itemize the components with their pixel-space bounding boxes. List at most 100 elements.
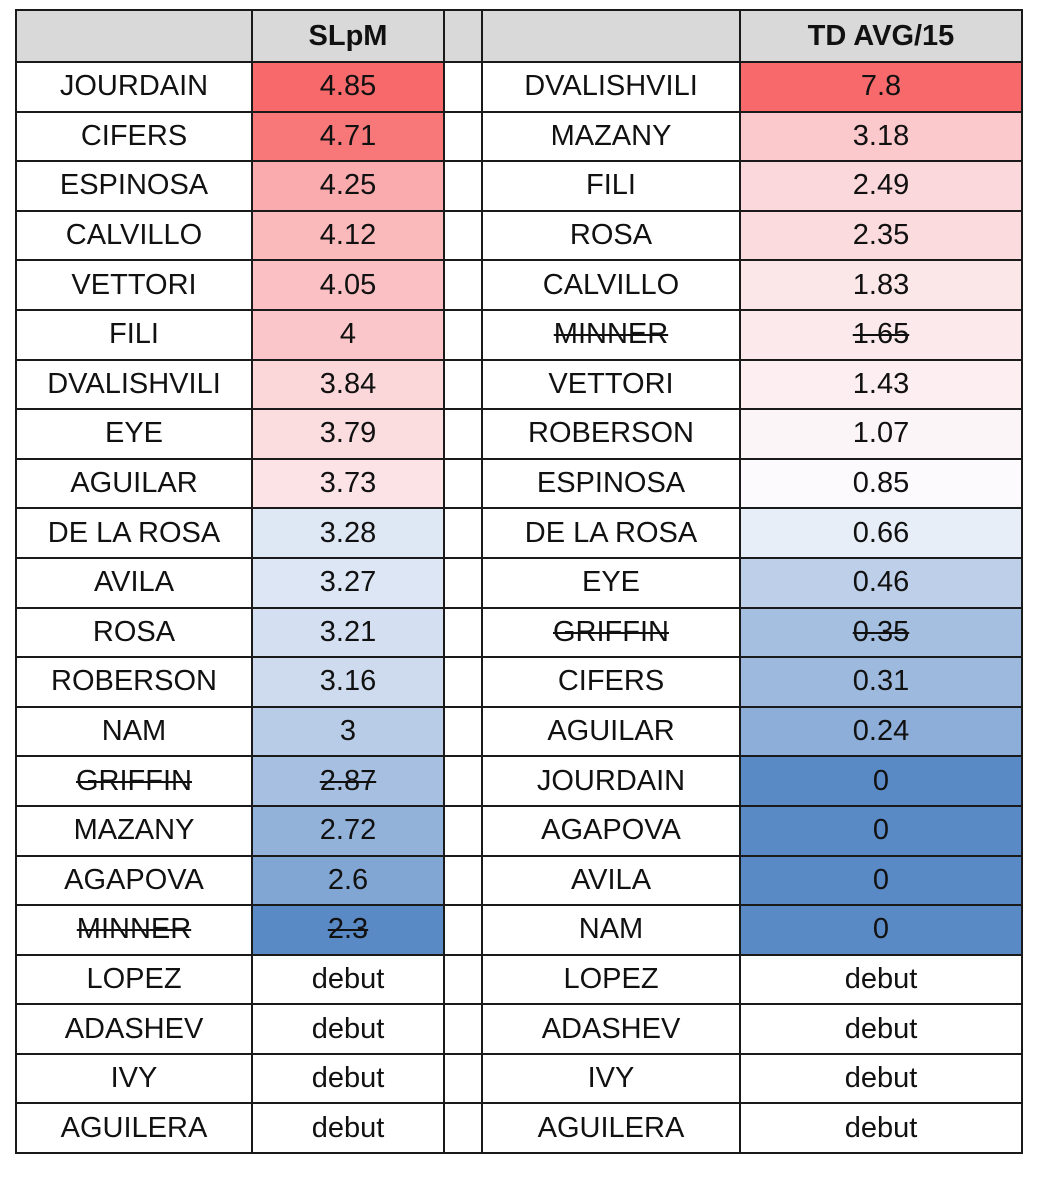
gap-cell	[443, 656, 483, 708]
gap-cell	[443, 457, 483, 510]
header-left-name	[15, 9, 253, 63]
td-avg-value-text: 0	[872, 764, 890, 797]
slpm-name-cell: MINNER	[15, 904, 253, 956]
gap-cell	[443, 1003, 483, 1055]
gap-cell	[443, 358, 483, 411]
slpm-name-text: JOURDAIN	[59, 70, 209, 103]
td-avg-value-text: 2.35	[852, 219, 910, 252]
header-td-avg: TD AVG/15	[739, 9, 1023, 63]
slpm-value-text: 3	[339, 715, 357, 748]
td-avg-name-cell: FILI	[481, 160, 741, 212]
td-avg-name-cell: AGUILAR	[481, 705, 741, 758]
gap-cell	[443, 507, 483, 559]
td-avg-value-text: 3.18	[852, 119, 910, 152]
slpm-name-cell: ROBERSON	[15, 656, 253, 708]
slpm-name-cell: DVALISHVILI	[15, 358, 253, 411]
td-avg-name-text: EYE	[581, 566, 641, 599]
table-row: IVY debut IVY debut	[15, 1052, 1023, 1105]
slpm-name-cell: CALVILLO	[15, 209, 253, 262]
slpm-value-cell: 2.72	[251, 804, 445, 857]
td-avg-name-cell: JOURDAIN	[481, 755, 741, 807]
td-avg-name-cell: AVILA	[481, 854, 741, 907]
slpm-name-text: FILI	[109, 318, 159, 351]
slpm-value-text: 4.71	[319, 119, 377, 152]
td-avg-name-cell: ROBERSON	[481, 408, 741, 460]
table-row: AGUILERA debut AGUILERA debut	[15, 1102, 1023, 1155]
td-avg-name-text: FILI	[586, 169, 636, 202]
td-avg-name-text: DE LA ROSA	[524, 516, 698, 549]
td-avg-name-cell: AGUILERA	[481, 1102, 741, 1155]
slpm-name-text: DVALISHVILI	[47, 367, 221, 400]
gap-cell	[443, 953, 483, 1006]
table-row: ROBERSON 3.16 CIFERS 0.31	[15, 656, 1023, 708]
table-body: JOURDAIN 4.85 DVALISHVILI 7.8 CIFERS 4.71 MAZA…	[15, 61, 1023, 1155]
td-avg-value-cell: 0.24	[739, 705, 1023, 758]
slpm-name-cell: AGUILERA	[15, 1102, 253, 1155]
slpm-name-text: MINNER	[76, 913, 192, 946]
slpm-value-cell: 4.85	[251, 61, 445, 113]
slpm-value-text: 3.27	[319, 566, 377, 599]
td-avg-name-text: AGAPOVA	[541, 814, 681, 847]
slpm-value-text: 4.25	[319, 169, 377, 202]
slpm-name-cell: AGUILAR	[15, 457, 253, 510]
td-avg-value-cell: 1.65	[739, 308, 1023, 361]
slpm-value-cell: debut	[251, 1052, 445, 1105]
slpm-value-text: 4.12	[319, 219, 377, 252]
td-avg-name-cell: LOPEZ	[481, 953, 741, 1006]
td-avg-value-text: 0	[872, 913, 890, 946]
td-avg-name-cell: IVY	[481, 1052, 741, 1105]
slpm-name-cell: ROSA	[15, 606, 253, 659]
td-avg-value-cell: debut	[739, 1003, 1023, 1055]
gap-cell	[443, 606, 483, 659]
slpm-value-text: debut	[311, 1012, 385, 1045]
stats-table: SLpM TD AVG/15 JOURDAIN 4.85 DVALISHVILI 7.…	[15, 9, 1023, 1155]
gap-cell	[443, 110, 483, 163]
slpm-value-cell: debut	[251, 1003, 445, 1055]
header-gap	[443, 9, 483, 63]
header-slpm: SLpM	[251, 9, 445, 63]
slpm-name-text: ROBERSON	[51, 665, 217, 698]
slpm-name-cell: DE LA ROSA	[15, 507, 253, 559]
header-right-name	[481, 9, 741, 63]
td-avg-value-cell: debut	[739, 1102, 1023, 1155]
slpm-value-cell: 3.28	[251, 507, 445, 559]
td-avg-name-text: AVILA	[570, 863, 652, 896]
td-avg-name-text: ADASHEV	[541, 1012, 681, 1045]
td-avg-name-cell: EYE	[481, 556, 741, 609]
slpm-name-cell: FILI	[15, 308, 253, 361]
td-avg-value-cell: 0	[739, 904, 1023, 956]
gap-cell	[443, 755, 483, 807]
td-avg-value-text: 0.46	[852, 566, 910, 599]
td-avg-name-text: IVY	[587, 1062, 635, 1095]
table-row: DE LA ROSA 3.28 DE LA ROSA 0.66	[15, 507, 1023, 559]
slpm-value-text: 3.79	[319, 417, 377, 450]
td-avg-name-cell: VETTORI	[481, 358, 741, 411]
table-row: VETTORI 4.05 CALVILLO 1.83	[15, 259, 1023, 311]
table-row: EYE 3.79 ROBERSON 1.07	[15, 408, 1023, 460]
slpm-name-cell: AVILA	[15, 556, 253, 609]
gap-cell	[443, 804, 483, 857]
td-avg-name-cell: AGAPOVA	[481, 804, 741, 857]
td-avg-name-text: JOURDAIN	[536, 764, 686, 797]
slpm-value-cell: 3.21	[251, 606, 445, 659]
td-avg-value-text: 0.85	[852, 467, 910, 500]
slpm-name-text: LOPEZ	[86, 962, 182, 995]
td-avg-value-text: 1.07	[852, 417, 910, 450]
slpm-value-cell: 3.73	[251, 457, 445, 510]
td-avg-value-text: 7.8	[860, 70, 902, 103]
td-avg-name-cell: NAM	[481, 904, 741, 956]
table-row: JOURDAIN 4.85 DVALISHVILI 7.8	[15, 61, 1023, 113]
td-avg-value-cell: 0.31	[739, 656, 1023, 708]
td-avg-name-text: AGUILERA	[537, 1111, 685, 1144]
td-avg-name-text: GRIFFIN	[553, 615, 669, 648]
slpm-value-text: 4	[339, 318, 357, 351]
slpm-name-cell: EYE	[15, 408, 253, 460]
td-avg-value-text: 1.43	[852, 367, 910, 400]
slpm-value-text: debut	[311, 962, 385, 995]
td-avg-value-text: 0.35	[852, 615, 910, 648]
td-avg-name-text: MINNER	[553, 318, 669, 351]
slpm-name-cell: ESPINOSA	[15, 160, 253, 212]
td-avg-value-text: debut	[844, 1012, 918, 1045]
slpm-value-text: 4.85	[319, 70, 377, 103]
slpm-value-text: debut	[311, 1062, 385, 1095]
